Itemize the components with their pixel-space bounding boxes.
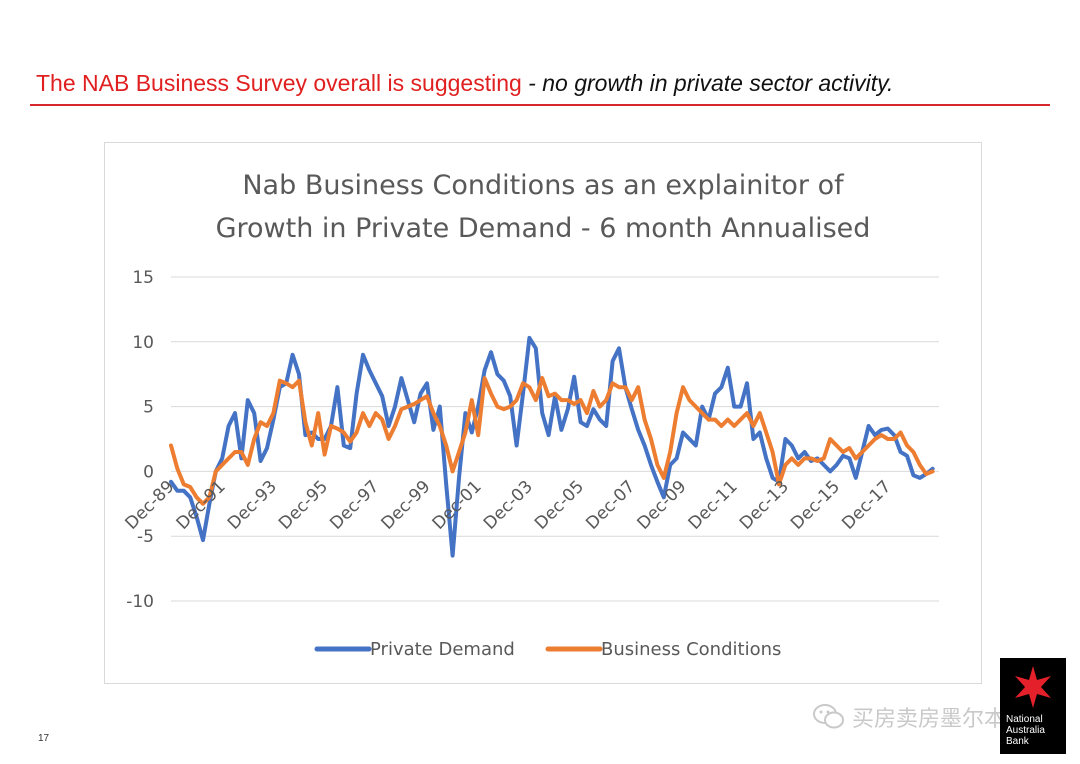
title-divider xyxy=(30,104,1050,106)
y-tick-label: 0 xyxy=(143,462,154,482)
x-tick-label: Dec-93 xyxy=(224,477,281,534)
series-line-private-demand xyxy=(169,335,935,558)
chart-frame: Nab Business Conditions as an explainito… xyxy=(104,142,982,684)
series-line-business-conditions xyxy=(169,376,935,506)
logo-text-line: Bank xyxy=(1006,736,1029,747)
x-tick-label: Dec-07 xyxy=(582,477,639,534)
x-tick-label: Dec-03 xyxy=(480,477,537,534)
x-tick-label: Dec-97 xyxy=(326,477,383,534)
y-tick-label: -5 xyxy=(137,527,154,547)
legend-label: Private Demand xyxy=(370,639,515,660)
logo-text: National Australia Bank xyxy=(1006,714,1045,747)
x-tick-label: Dec-05 xyxy=(531,477,588,534)
y-tick-label: 10 xyxy=(132,333,154,353)
x-tick-label: Dec-17 xyxy=(838,477,895,534)
line-chart: Nab Business Conditions as an explainito… xyxy=(121,170,939,660)
legend-label: Business Conditions xyxy=(601,639,781,660)
y-tick-label: -10 xyxy=(126,592,154,612)
chart-title-line: Growth in Private Demand - 6 month Annua… xyxy=(216,213,871,244)
y-tick-label: 5 xyxy=(143,398,154,418)
watermark: 买房卖房墨尔本 xyxy=(812,700,1006,734)
x-tick-label: Dec-95 xyxy=(275,477,332,534)
slide-title-emphasis: The NAB Business Survey overall is sugge… xyxy=(36,70,522,96)
x-tick-label: Dec-11 xyxy=(685,477,742,534)
slide-title: The NAB Business Survey overall is sugge… xyxy=(36,70,893,97)
x-tick-label: Dec-99 xyxy=(377,477,434,534)
logo-text-line: Australia xyxy=(1006,725,1045,736)
wechat-icon xyxy=(813,704,844,729)
slide-title-rest: - no growth in private sector activity. xyxy=(521,70,894,96)
watermark-text: 买房卖房墨尔本 xyxy=(852,707,1007,732)
x-tick-label: Dec-09 xyxy=(633,477,690,534)
x-tick-label: Dec-13 xyxy=(736,477,793,534)
page-number: 17 xyxy=(38,733,50,744)
x-tick-label: Dec-89 xyxy=(121,477,178,534)
y-tick-label: 15 xyxy=(132,268,154,288)
nab-logo: National Australia Bank xyxy=(1000,658,1066,754)
logo-text-line: National xyxy=(1006,714,1043,725)
x-tick-label: Dec-91 xyxy=(173,477,230,534)
x-tick-label: Dec-15 xyxy=(787,477,844,534)
star-icon xyxy=(1015,666,1051,708)
chart-title-line: Nab Business Conditions as an explainito… xyxy=(242,170,845,201)
